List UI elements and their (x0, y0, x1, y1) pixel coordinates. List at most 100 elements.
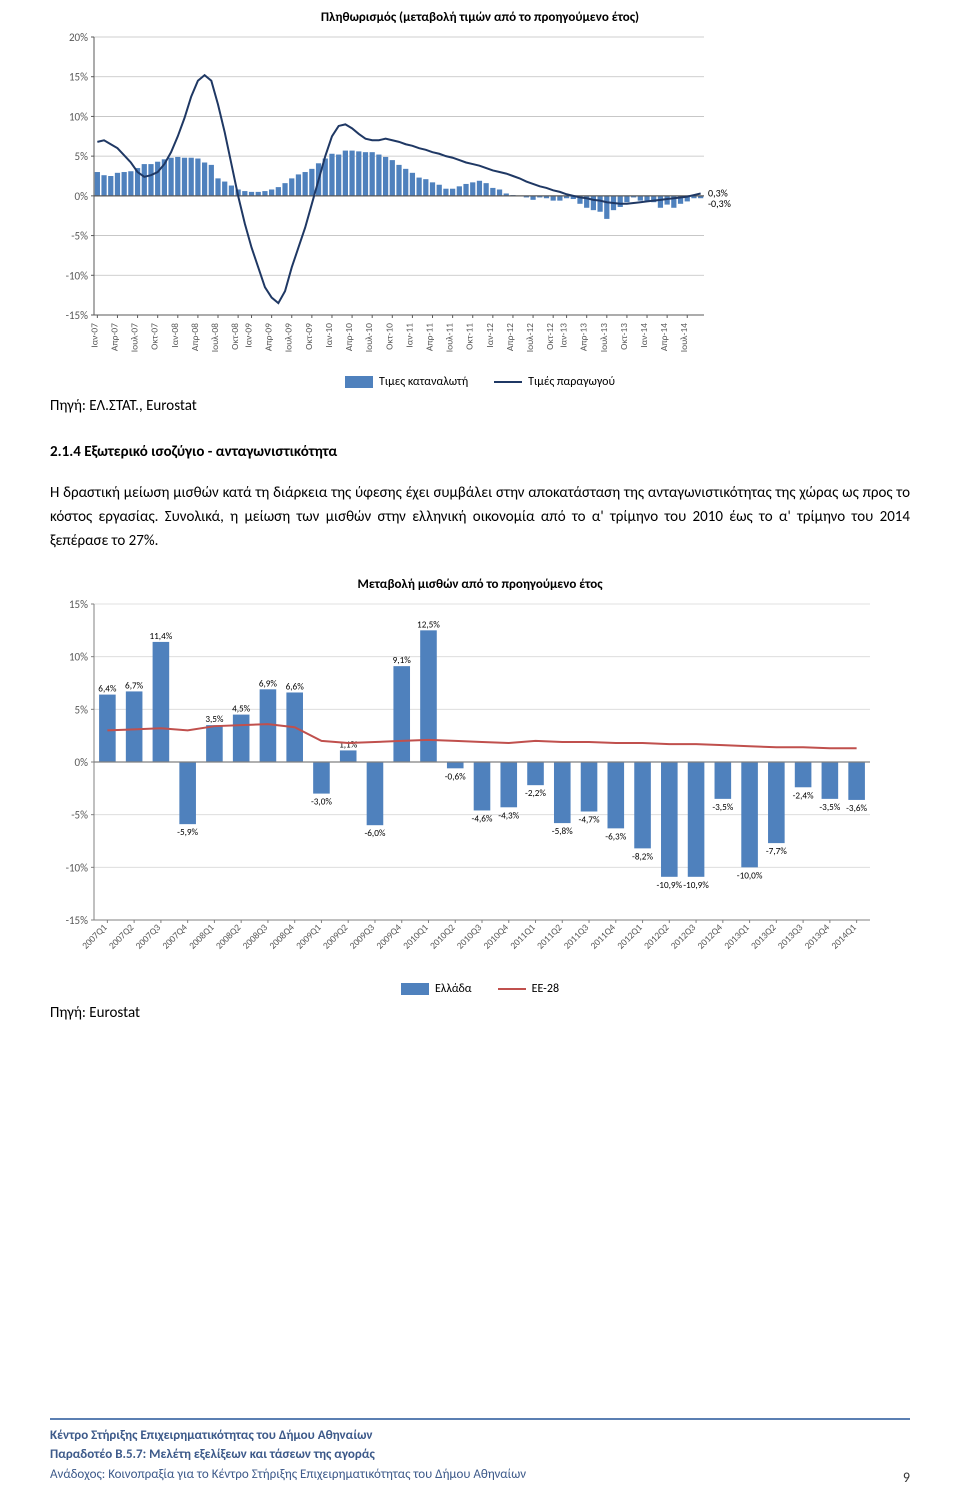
svg-text:0%: 0% (75, 190, 89, 203)
svg-text:-15%: -15% (66, 914, 89, 927)
svg-text:Οκτ-09: Οκτ-09 (303, 323, 315, 350)
svg-text:2013Q4: 2013Q4 (802, 922, 832, 952)
svg-text:-8,2%: -8,2% (632, 851, 653, 862)
svg-text:-10%: -10% (66, 269, 89, 282)
svg-text:2010Q4: 2010Q4 (481, 922, 511, 952)
svg-text:Απρ-12: Απρ-12 (504, 323, 516, 351)
svg-text:-0,6%: -0,6% (445, 771, 466, 782)
svg-text:-3,5%: -3,5% (819, 802, 840, 813)
svg-text:5%: 5% (75, 150, 89, 163)
svg-text:Οκτ-12: Οκτ-12 (544, 323, 556, 350)
svg-text:15%: 15% (69, 71, 88, 84)
chart1-svg: -15%-10%-5%0%5%10%15%20%0,3%-0,3%Ιαν-07Α… (50, 31, 750, 371)
svg-text:-10,9%: -10,9% (683, 880, 709, 891)
svg-text:2011Q4: 2011Q4 (588, 922, 618, 952)
svg-text:Οκτ-13: Οκτ-13 (618, 323, 630, 350)
svg-text:2013Q1: 2013Q1 (722, 922, 752, 952)
svg-text:Ιουλ-09: Ιουλ-09 (283, 323, 295, 352)
svg-text:Απρ-11: Απρ-11 (424, 323, 436, 351)
chart2-legend-line: ΕΕ-28 (498, 982, 559, 996)
svg-text:Ιουλ-14: Ιουλ-14 (678, 323, 690, 352)
svg-text:2008Q3: 2008Q3 (240, 922, 270, 952)
chart1-legend-line: Τιμές παραγωγού (494, 375, 615, 389)
svg-text:Ιουλ-13: Ιουλ-13 (598, 323, 610, 352)
svg-text:Ιουλ-07: Ιουλ-07 (129, 323, 141, 352)
footer-line-2: Παραδοτέο Β.5.7: Μελέτη εξελίξεων και τά… (50, 1445, 910, 1465)
svg-text:-4,3%: -4,3% (498, 810, 519, 821)
svg-text:2008Q2: 2008Q2 (213, 922, 243, 952)
inflation-chart: Πληθωρισμός (μεταβολή τιμών από το προηγ… (50, 10, 910, 415)
svg-text:Ιαν-08: Ιαν-08 (169, 323, 181, 348)
svg-text:-5%: -5% (71, 809, 88, 822)
svg-text:2012Q4: 2012Q4 (695, 922, 725, 952)
page-number: 9 (903, 1469, 910, 1486)
svg-text:2009Q2: 2009Q2 (320, 922, 350, 952)
chart1-title: Πληθωρισμός (μεταβολή τιμών από το προηγ… (50, 10, 910, 25)
svg-text:10%: 10% (69, 110, 88, 123)
svg-text:6,9%: 6,9% (259, 678, 278, 689)
svg-text:2007Q2: 2007Q2 (106, 922, 136, 952)
svg-text:2012Q1: 2012Q1 (615, 922, 645, 952)
svg-text:2007Q4: 2007Q4 (160, 922, 190, 952)
svg-text:Ιουλ-08: Ιουλ-08 (209, 323, 221, 352)
svg-text:2008Q4: 2008Q4 (267, 922, 297, 952)
svg-text:Ιαν-13: Ιαν-13 (558, 323, 570, 348)
svg-text:0%: 0% (75, 756, 89, 769)
svg-text:Απρ-13: Απρ-13 (578, 323, 590, 351)
svg-text:6,4%: 6,4% (98, 684, 117, 695)
chart1-legend: Τιμες καταναλωτή Τιμές παραγωγού (50, 375, 910, 389)
svg-text:-10%: -10% (66, 861, 89, 874)
chart2-legend-bars: Ελλάδα (401, 982, 472, 996)
svg-text:-3,0%: -3,0% (311, 797, 332, 808)
svg-text:6,7%: 6,7% (125, 680, 144, 691)
svg-text:2013Q3: 2013Q3 (775, 922, 805, 952)
svg-text:Οκτ-11: Οκτ-11 (464, 323, 476, 350)
svg-text:15%: 15% (69, 598, 88, 611)
chart1-source: Πηγή: ΕΛ.ΣΤΑΤ., Eurostat (50, 397, 910, 415)
svg-text:2009Q3: 2009Q3 (347, 922, 377, 952)
svg-text:20%: 20% (69, 31, 88, 44)
svg-text:Ιουλ-11: Ιουλ-11 (444, 323, 456, 352)
svg-text:-10,0%: -10,0% (737, 870, 763, 881)
svg-text:Απρ-07: Απρ-07 (108, 323, 120, 351)
chart2-svg: -15%-10%-5%0%5%10%15%6,4%6,7%11,4%-5,9%3… (50, 598, 880, 978)
svg-text:-5%: -5% (71, 230, 88, 243)
svg-text:Οκτ-10: Οκτ-10 (383, 323, 395, 350)
footer-divider (50, 1418, 910, 1420)
wage-change-chart: Μεταβολή μισθών από το προηγούμενο έτος … (50, 577, 910, 1022)
chart2-title: Μεταβολή μισθών από το προηγούμενο έτος (50, 577, 910, 592)
svg-text:9,1%: 9,1% (393, 655, 412, 666)
svg-text:-0,3%: -0,3% (708, 197, 731, 210)
svg-text:-3,5%: -3,5% (712, 802, 733, 813)
footer-line-1: Κέντρο Στήριξης Επιχειρηματικότητας του … (50, 1426, 910, 1446)
svg-text:-5,8%: -5,8% (552, 826, 573, 837)
svg-text:-2,2%: -2,2% (525, 788, 546, 799)
svg-text:Ιαν-11: Ιαν-11 (403, 323, 415, 348)
svg-text:2011Q3: 2011Q3 (561, 922, 591, 952)
svg-text:Ιουλ-10: Ιουλ-10 (363, 323, 375, 352)
chart2-source: Πηγή: Eurostat (50, 1004, 910, 1022)
svg-text:-7,7%: -7,7% (766, 846, 787, 857)
page-footer: Κέντρο Στήριξης Επιχειρηματικότητας του … (50, 1418, 910, 1485)
svg-text:Απρ-10: Απρ-10 (343, 323, 355, 351)
chart2-legend: Ελλάδα ΕΕ-28 (50, 982, 910, 996)
svg-text:Ιουλ-12: Ιουλ-12 (524, 323, 536, 352)
svg-text:-4,6%: -4,6% (472, 813, 493, 824)
svg-text:-5,9%: -5,9% (177, 827, 198, 838)
svg-text:2010Q3: 2010Q3 (454, 922, 484, 952)
svg-text:11,4%: 11,4% (149, 631, 172, 642)
svg-text:Οκτ-08: Οκτ-08 (229, 323, 241, 350)
svg-text:-6,3%: -6,3% (605, 831, 626, 842)
body-paragraph: Η δραστική μείωση μισθών κατά τη διάρκει… (50, 481, 910, 553)
svg-text:Ιαν-10: Ιαν-10 (323, 323, 335, 348)
svg-text:-2,4%: -2,4% (793, 790, 814, 801)
svg-text:-10,9%: -10,9% (656, 880, 682, 891)
svg-text:2014Q1: 2014Q1 (829, 922, 859, 952)
svg-text:-15%: -15% (66, 309, 89, 322)
svg-text:2012Q2: 2012Q2 (641, 922, 671, 952)
svg-text:10%: 10% (69, 651, 88, 664)
svg-text:2011Q1: 2011Q1 (508, 922, 538, 952)
svg-text:Απρ-08: Απρ-08 (189, 323, 201, 351)
svg-text:2009Q1: 2009Q1 (294, 922, 324, 952)
svg-text:Ιαν-14: Ιαν-14 (638, 323, 650, 348)
